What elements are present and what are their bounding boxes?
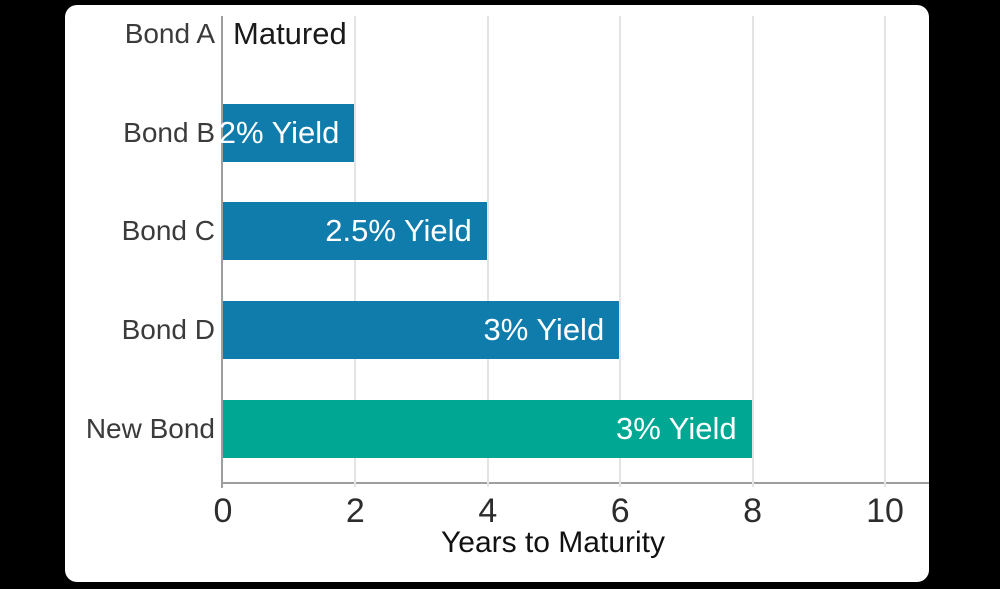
category-label-new-bond: New Bond — [85, 412, 215, 444]
x-axis-title: Years to Maturity — [441, 526, 665, 559]
category-label-bond-d: Bond D — [121, 314, 215, 346]
gridline-x-10 — [884, 16, 886, 487]
x-tick-label-6: 6 — [610, 492, 630, 530]
bar-value-label: 3% Yield — [615, 410, 737, 446]
bar-value-label: 2% Yield — [218, 114, 340, 150]
y-axis-line — [221, 16, 223, 488]
gridline-x-4 — [486, 16, 489, 487]
chart-card: Years to Maturity Bond A Matured Bond B 2% … — [65, 5, 929, 582]
gridline-x-6 — [619, 16, 622, 487]
gridline-x-8 — [751, 16, 754, 487]
x-tick-label-8: 8 — [743, 492, 763, 530]
bar-new-bond: 3% Yield — [223, 399, 752, 458]
bar-value-label: 3% Yield — [483, 312, 605, 348]
bar-bond-d: 3% Yield — [223, 301, 620, 360]
category-label-bond-b: Bond B — [123, 116, 215, 148]
category-label-bond-c: Bond C — [121, 215, 215, 247]
bar-bond-c: 2.5% Yield — [223, 202, 487, 261]
x-axis-line — [221, 482, 929, 484]
bar-bond-b: 2% Yield — [219, 103, 355, 162]
x-tick-label-4: 4 — [478, 492, 498, 530]
bar-value-label: 2.5% Yield — [325, 213, 472, 249]
x-tick-label-2: 2 — [345, 492, 365, 530]
x-tick-label-0: 0 — [213, 492, 233, 530]
matured-annotation: Matured — [233, 16, 347, 51]
x-tick-label-10: 10 — [866, 492, 904, 530]
category-label-bond-a: Bond A — [124, 18, 215, 49]
